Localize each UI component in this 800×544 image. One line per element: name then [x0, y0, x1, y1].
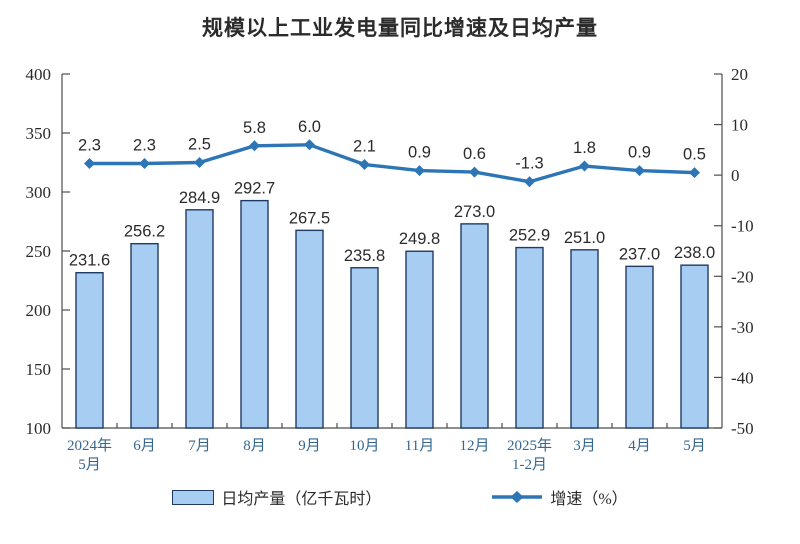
left-axis-tick-label: 350 [26, 124, 52, 143]
legend: 日均产量（亿千瓦时） 增速（%） [0, 485, 800, 509]
bar-value-label: 231.6 [69, 252, 110, 270]
bar [570, 249, 599, 429]
line-value-label: 1.8 [573, 139, 596, 157]
line-value-label: 5.8 [243, 119, 266, 137]
line-value-label: 0.5 [683, 146, 706, 164]
x-axis-label: 3月 [573, 438, 596, 454]
x-axis-label: 9月 [298, 438, 321, 454]
x-axis-label: 6月 [133, 438, 156, 454]
bar [295, 229, 324, 429]
bar-value-label: 237.0 [619, 245, 660, 263]
right-axis-tick-label: 0 [731, 166, 740, 185]
line-value-label: 6.0 [298, 118, 321, 136]
line-marker-diamond [194, 157, 205, 168]
left-axis-tick-label: 100 [26, 419, 52, 438]
line-value-label: 0.9 [628, 144, 651, 162]
bar [185, 209, 214, 429]
line-value-label: 2.3 [133, 137, 156, 155]
left-axis-tick-label: 200 [26, 301, 52, 320]
left-axis-tick-label: 300 [26, 183, 52, 202]
right-axis-tick-label: -50 [731, 419, 754, 438]
line-value-label: 0.9 [408, 144, 431, 162]
growth-line [89, 143, 695, 184]
chart-title: 规模以上工业发电量同比增速及日均产量 [202, 17, 598, 40]
right-axis-tick-label: -10 [731, 217, 754, 236]
bar-value-label: 238.0 [674, 244, 715, 262]
bar-value-label: 273.0 [454, 203, 495, 221]
bar-value-label: 256.2 [124, 223, 165, 241]
bar [680, 264, 709, 429]
line-marker-diamond [304, 139, 315, 151]
bar-value-label: 292.7 [234, 180, 275, 198]
line-marker-diamond [414, 165, 425, 177]
line-marker-diamond [634, 165, 645, 177]
bar [75, 272, 104, 429]
line-marker-diamond [579, 160, 590, 172]
line-value-label: 2.3 [78, 137, 101, 155]
bar-value-label: 235.8 [344, 247, 385, 265]
legend-item-daily-output: 日均产量（亿千瓦时） [172, 485, 381, 509]
bar-value-label: 249.8 [399, 230, 440, 248]
bar-value-label: 252.9 [509, 227, 550, 245]
line-marker-diamond [249, 140, 260, 152]
bar [460, 223, 489, 429]
line-value-label: 2.5 [188, 136, 211, 154]
line-marker-diamond [139, 158, 150, 170]
bar [350, 267, 379, 429]
right-axis-tick-label: -30 [731, 318, 754, 337]
line-marker-diamond [689, 167, 700, 179]
x-axis-label: 4月 [628, 438, 651, 454]
x-axis-label: 10月 [349, 438, 379, 454]
bar-value-label: 251.0 [564, 229, 605, 247]
x-axis-label: 12月 [459, 438, 489, 454]
bar-value-label: 284.9 [179, 189, 220, 207]
line-value-label: -1.3 [515, 155, 543, 173]
bar [240, 199, 269, 429]
bar-value-label: 267.5 [289, 209, 330, 227]
right-axis-tick-label: -40 [731, 368, 754, 387]
left-axis-tick-label: 400 [26, 65, 52, 84]
bar [515, 246, 544, 429]
x-axis-label: 5月 [683, 438, 706, 454]
x-axis-label: 11月 [405, 438, 434, 454]
right-axis-tick-label: 20 [731, 65, 748, 84]
line-value-label: 0.6 [463, 145, 486, 163]
x-axis-label: 7月 [188, 438, 211, 454]
right-axis-tick-label: -20 [731, 267, 754, 286]
legend-item-growth: 增速（%） [491, 485, 628, 509]
line-value-label: 2.1 [353, 138, 376, 156]
x-axis-label: 2025年 1-2月 [507, 437, 552, 473]
line-marker-diamond [84, 158, 95, 170]
line-marker-diamond [469, 166, 480, 178]
line-marker-diamond [359, 159, 370, 171]
left-axis-tick-label: 250 [26, 242, 52, 261]
x-axis-label: 2024年 5月 [67, 437, 112, 473]
legend-label-growth: 增速（%） [550, 491, 628, 508]
bar-swatch-icon [172, 489, 215, 505]
x-axis-label: 8月 [243, 438, 266, 454]
bar [625, 265, 654, 429]
bar [130, 242, 159, 429]
legend-label-daily-output: 日均产量（亿千瓦时） [221, 491, 382, 508]
right-axis-tick-label: 10 [731, 116, 748, 135]
line-swatch-icon [492, 491, 543, 503]
left-axis-tick-label: 150 [26, 360, 52, 379]
combo-chart: 100 150 200 250 300 350 400 -50 -40 -30 -20 -10 0 10 2… [26, 65, 754, 473]
bar [405, 250, 434, 429]
line-marker-diamond [524, 176, 535, 188]
